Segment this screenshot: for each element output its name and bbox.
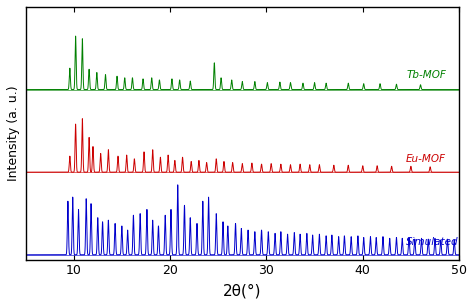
Text: Simulated: Simulated xyxy=(406,237,459,247)
Text: Tb-MOF: Tb-MOF xyxy=(406,70,446,80)
Text: Eu-MOF: Eu-MOF xyxy=(406,154,446,164)
Y-axis label: Intensity (a. u.): Intensity (a. u.) xyxy=(7,85,20,181)
X-axis label: 2θ(°): 2θ(°) xyxy=(223,283,262,298)
